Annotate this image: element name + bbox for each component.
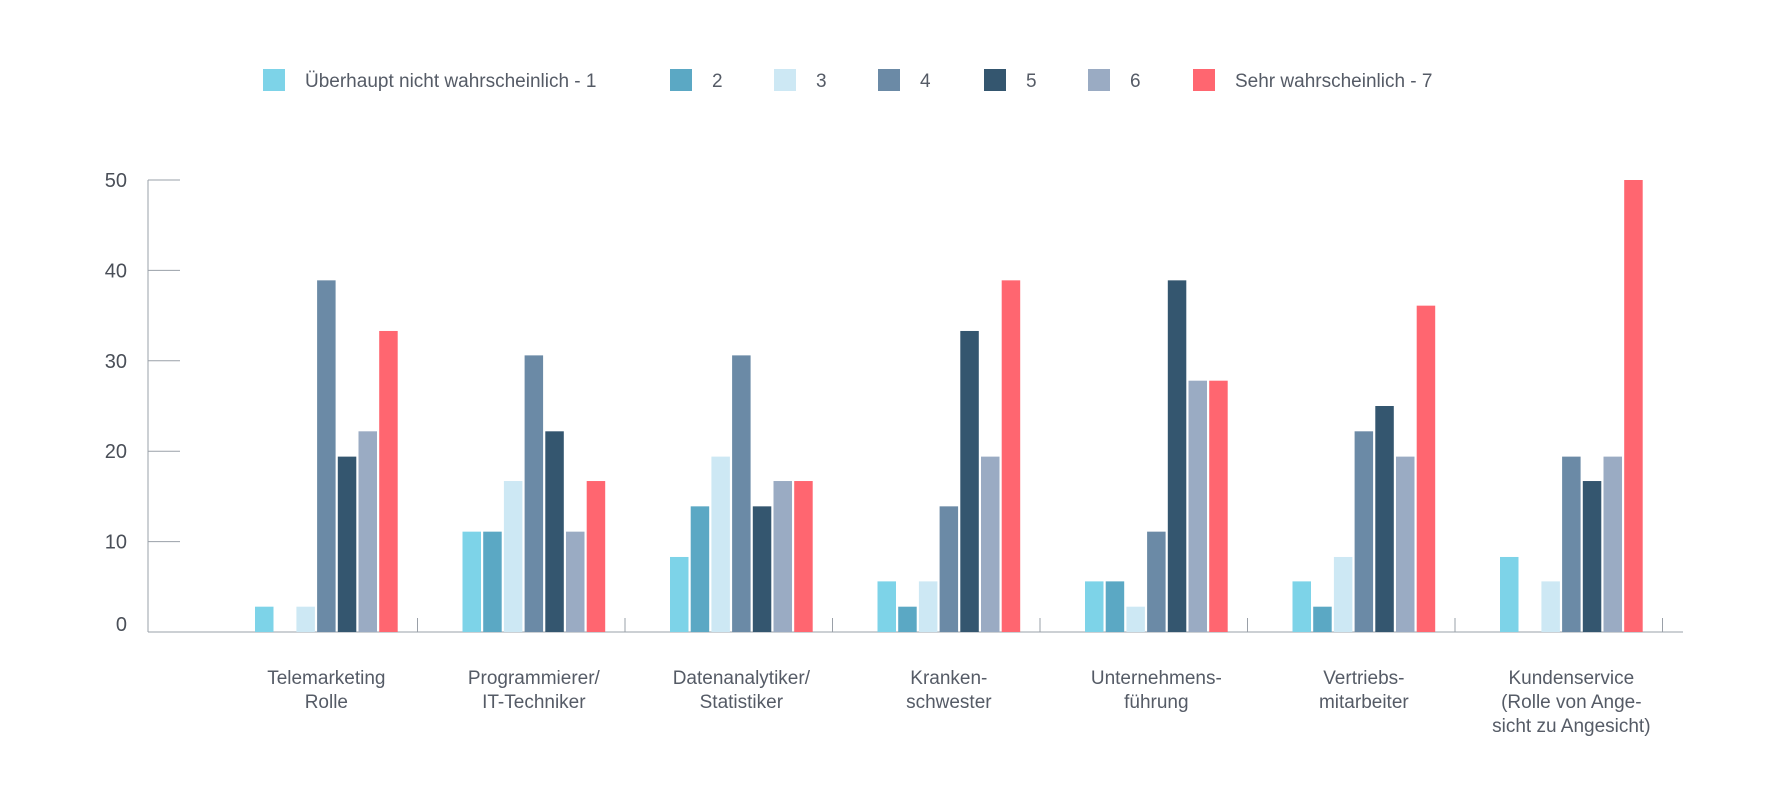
legend-swatch-6 [1088, 69, 1110, 91]
category-label: (Rolle von Ange- [1501, 692, 1641, 713]
legend-label-5: 5 [1026, 71, 1037, 92]
y-tick-label: 50 [105, 170, 127, 192]
category-label: Kundenservice [1508, 668, 1634, 689]
category-label: führung [1124, 692, 1188, 713]
legend-swatch-4 [878, 69, 900, 91]
y-tick-label: 10 [105, 532, 127, 554]
bar-3-series-6 [773, 481, 792, 632]
bar-2-series-4 [524, 355, 544, 632]
category-label: Unternehmens- [1091, 668, 1222, 689]
bar-4-series-7 [1001, 280, 1021, 632]
bar-4-series-2 [898, 606, 917, 632]
category-label: mitarbeiter [1319, 692, 1409, 713]
bar-3-series-7 [794, 481, 813, 632]
bar-4-series-4 [939, 506, 959, 632]
bar-2-series-5 [545, 431, 564, 632]
y-tick-label: 40 [105, 260, 127, 282]
category-labels: Telemarketing Rolle Programmierer/IT-Techn… [267, 668, 1650, 737]
bar-6-series-6 [1396, 456, 1415, 632]
legend-label-3: 3 [816, 71, 827, 92]
bar-4-series-6 [981, 456, 1000, 632]
bar-6-series-1 [1292, 581, 1311, 632]
bar-5-series-7 [1209, 380, 1228, 632]
bar-1-series-6 [358, 431, 377, 632]
y-axis: 0 10 20 30 40 50 [105, 170, 180, 636]
category-label: Kranken- [910, 668, 987, 689]
category-label: Programmierer/ [468, 668, 601, 689]
legend-swatch-3 [774, 69, 796, 91]
bar-5-series-6 [1188, 380, 1207, 632]
bar-2-series-2 [483, 531, 502, 632]
legend-label-2: 2 [712, 71, 723, 92]
bar-3-series-5 [752, 506, 772, 632]
bar-7-series-1 [1500, 556, 1519, 632]
category-label: Rolle [305, 692, 348, 713]
bar-6-series-5 [1375, 406, 1394, 632]
bar-5-series-3 [1126, 606, 1145, 632]
category-label: Statistiker [700, 692, 784, 713]
bar-5-series-2 [1105, 581, 1125, 632]
bar-1-series-3 [296, 606, 315, 632]
legend-label-4: 4 [920, 71, 931, 92]
bar-7-series-5 [1582, 481, 1602, 632]
bar-1-series-4 [317, 280, 336, 632]
category-label: IT-Techniker [482, 692, 586, 713]
y-tick-label: 0 [116, 614, 127, 636]
legend-label-7: Sehr wahrscheinlich - 7 [1235, 71, 1432, 92]
bar-2-series-3 [503, 481, 523, 632]
y-tick-label: 30 [105, 351, 127, 373]
bar-3-series-2 [690, 506, 710, 632]
bar-3-series-4 [732, 355, 751, 632]
legend-label-1: Überhaupt nicht wahrscheinlich - 1 [305, 71, 597, 92]
category-label: Datenanalytiker/ [673, 668, 811, 689]
bar-2-series-6 [566, 531, 585, 632]
bars [255, 180, 1643, 632]
category-label: sicht zu Angesicht) [1492, 716, 1650, 737]
bar-3-series-1 [670, 556, 689, 632]
bar-1-series-1 [255, 606, 274, 632]
legend: Überhaupt nicht wahrscheinlich - 1 2 3 4 5 6 S… [263, 69, 1432, 92]
bar-1-series-5 [337, 456, 357, 632]
bar-5-series-4 [1147, 531, 1166, 632]
category-label: Telemarketing [267, 668, 385, 689]
bar-2-series-7 [586, 481, 606, 632]
legend-swatch-7 [1193, 69, 1215, 91]
bar-4-series-1 [877, 581, 896, 632]
legend-swatch-5 [984, 69, 1006, 91]
bar-6-series-3 [1333, 556, 1353, 632]
bar-7-series-3 [1541, 581, 1560, 632]
bar-3-series-3 [711, 456, 730, 632]
bar-7-series-6 [1603, 456, 1622, 632]
bar-6-series-7 [1416, 305, 1436, 632]
legend-label-6: 6 [1130, 71, 1141, 92]
bar-2-series-1 [462, 531, 481, 632]
bar-6-series-4 [1354, 431, 1374, 632]
bar-4-series-3 [918, 581, 938, 632]
category-label: Vertriebs- [1323, 668, 1404, 689]
bar-7-series-4 [1562, 456, 1581, 632]
category-label: schwester [906, 692, 992, 713]
legend-swatch-2 [670, 69, 692, 91]
bar-1-series-7 [379, 330, 398, 632]
bar-5-series-5 [1167, 280, 1187, 632]
bar-4-series-5 [960, 330, 979, 632]
bar-5-series-1 [1085, 581, 1104, 632]
y-tick-label: 20 [105, 441, 127, 463]
legend-swatch-1 [263, 69, 285, 91]
bar-6-series-2 [1313, 606, 1332, 632]
bar-7-series-7 [1624, 180, 1643, 632]
